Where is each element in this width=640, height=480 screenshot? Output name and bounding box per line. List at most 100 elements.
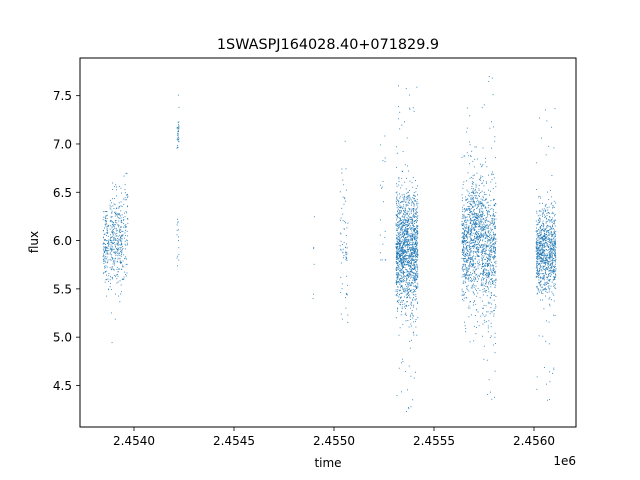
data-point	[486, 256, 487, 258]
data-point	[472, 269, 474, 271]
data-point	[403, 216, 405, 218]
data-point	[397, 310, 398, 312]
data-point	[408, 194, 410, 196]
data-point	[538, 262, 540, 264]
data-point	[553, 367, 555, 369]
data-point	[400, 240, 402, 242]
data-point	[397, 300, 399, 302]
data-point	[396, 166, 397, 168]
data-point	[416, 217, 418, 219]
data-point	[344, 297, 346, 299]
data-point	[482, 279, 484, 281]
data-point	[488, 75, 490, 77]
data-point	[415, 288, 417, 290]
data-point	[475, 188, 476, 190]
data-point	[476, 197, 478, 199]
data-point	[553, 283, 555, 285]
data-point	[487, 211, 488, 213]
data-point	[495, 272, 496, 274]
data-point	[111, 240, 112, 242]
data-point	[549, 219, 551, 221]
data-point	[552, 243, 554, 245]
data-point	[483, 185, 485, 187]
data-point	[482, 246, 484, 248]
data-point	[402, 266, 403, 268]
data-point	[412, 242, 414, 244]
data-point	[399, 239, 401, 241]
data-point	[466, 240, 467, 242]
data-point	[417, 249, 419, 251]
data-point	[407, 191, 409, 193]
data-point	[407, 244, 409, 246]
data-point	[104, 265, 106, 267]
data-point	[412, 198, 414, 200]
data-point	[120, 229, 122, 231]
data-point	[542, 249, 544, 251]
data-point	[117, 217, 119, 219]
data-point	[535, 242, 537, 244]
data-point	[381, 186, 383, 188]
data-point	[413, 226, 414, 228]
data-point	[494, 271, 496, 273]
data-point	[484, 264, 486, 266]
data-point	[543, 278, 545, 280]
data-point	[488, 277, 490, 279]
data-point	[538, 255, 540, 257]
data-point	[463, 239, 465, 241]
data-point	[484, 289, 486, 291]
data-point	[494, 218, 495, 220]
data-point	[407, 241, 408, 243]
data-point	[485, 237, 487, 239]
data-point	[405, 236, 407, 238]
data-point	[543, 208, 545, 210]
data-point	[536, 244, 538, 246]
data-point	[486, 246, 488, 248]
data-point	[399, 240, 401, 242]
data-point	[407, 282, 409, 284]
data-point	[539, 277, 541, 279]
data-point	[118, 268, 119, 270]
data-point	[342, 220, 344, 222]
data-point	[551, 238, 553, 240]
data-point	[469, 258, 471, 260]
data-point	[487, 301, 489, 303]
data-point	[470, 243, 472, 245]
data-point	[538, 279, 540, 281]
data-point	[488, 255, 490, 257]
data-point	[466, 127, 468, 129]
data-point	[464, 221, 465, 223]
data-point	[406, 228, 408, 230]
data-point	[462, 208, 464, 210]
data-point	[402, 361, 404, 363]
data-point	[411, 230, 413, 232]
data-point	[117, 249, 119, 251]
data-point	[549, 289, 551, 291]
data-point	[548, 212, 550, 214]
data-point	[415, 208, 417, 210]
data-point	[483, 255, 485, 257]
data-point	[412, 219, 413, 221]
data-point	[414, 266, 416, 268]
data-point	[345, 189, 347, 191]
data-point	[539, 277, 541, 279]
data-point	[492, 256, 493, 258]
data-point	[480, 278, 482, 280]
data-point	[554, 250, 556, 252]
data-point	[541, 243, 543, 245]
data-point	[402, 250, 404, 252]
data-point	[125, 258, 127, 260]
data-point	[477, 218, 479, 220]
data-point	[546, 292, 548, 294]
data-point	[408, 296, 410, 298]
data-point	[104, 260, 106, 262]
data-point	[554, 108, 556, 110]
data-point	[340, 240, 342, 242]
data-point	[552, 233, 554, 235]
data-point	[481, 249, 483, 251]
data-point	[463, 252, 465, 254]
data-point	[536, 275, 538, 277]
data-point	[494, 227, 495, 229]
data-point	[543, 279, 545, 281]
data-point	[114, 224, 116, 226]
data-point	[405, 241, 406, 243]
